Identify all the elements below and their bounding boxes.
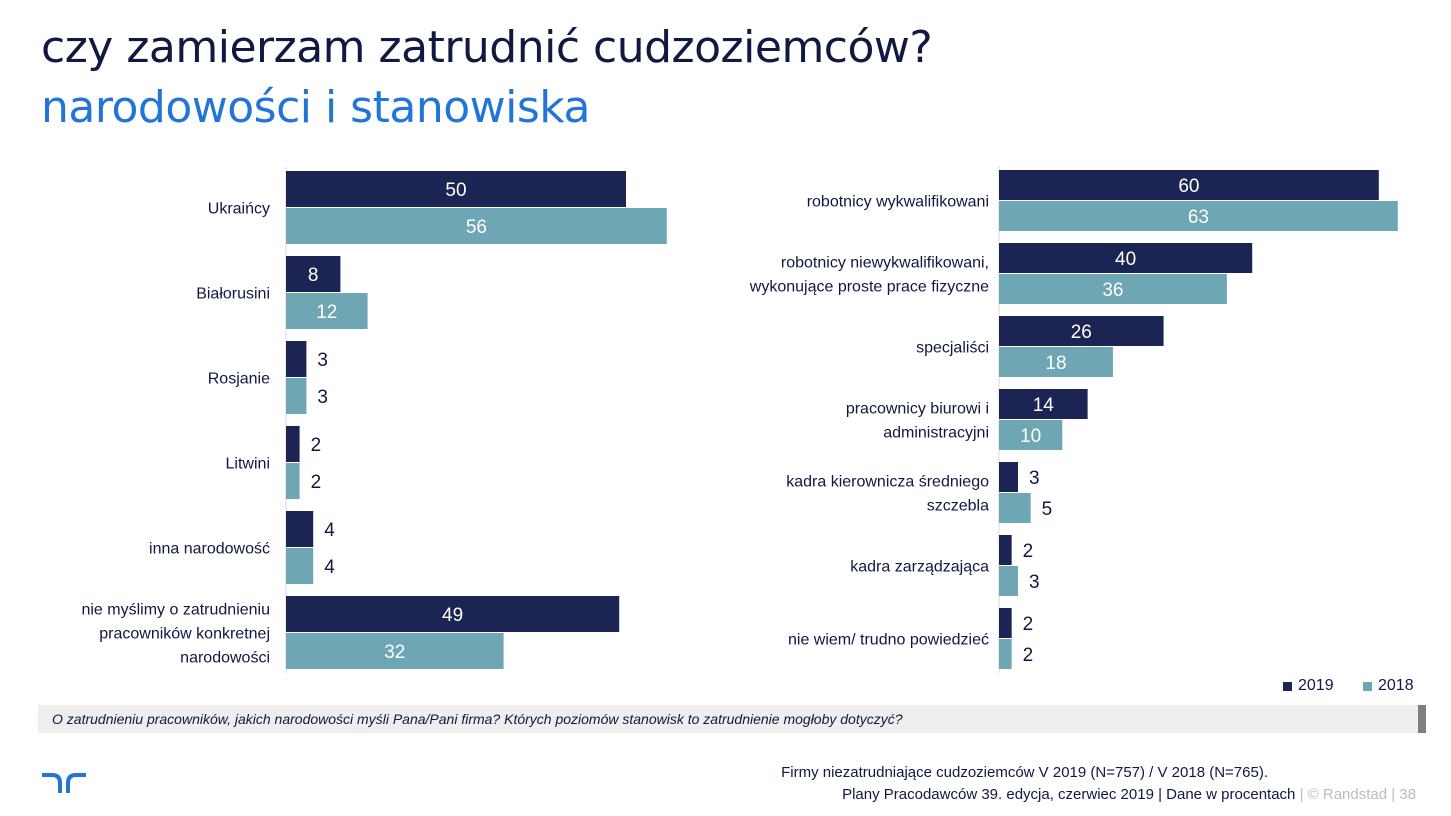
category-label: Białorusini	[196, 286, 270, 303]
footer-source: Plany Pracodawców 39. edycja, czerwiec 2…	[842, 786, 1296, 803]
bar-2018	[999, 347, 1113, 377]
bar-2019	[999, 389, 1088, 419]
category-label: robotnicy wykwalifikowani	[807, 194, 989, 211]
bar-2018	[286, 548, 314, 584]
legend-label-2019: 2019	[1298, 677, 1334, 694]
bar-2019	[286, 171, 626, 207]
bar-2019	[286, 596, 620, 632]
bar-2018	[999, 639, 1012, 669]
question-accent	[1418, 705, 1426, 733]
data-label-2019: 3	[317, 350, 328, 371]
question-bar: O zatrudnieniu pracowników, jakich narod…	[38, 705, 1426, 733]
bar-2018	[286, 463, 300, 499]
data-label-2018: 56	[466, 217, 487, 238]
data-label-2019: 50	[445, 180, 466, 201]
legend-swatch-2019	[1283, 681, 1292, 691]
bar-2019	[999, 462, 1018, 492]
bar-2018	[999, 420, 1063, 450]
data-label-2019: 2	[311, 435, 322, 456]
survey-question: O zatrudnieniu pracowników, jakich narod…	[52, 711, 903, 727]
footer-source-line: Plany Pracodawców 39. edycja, czerwiec 2…	[842, 786, 1416, 803]
data-label-2018: 2	[311, 472, 322, 493]
bar-2019	[286, 426, 300, 462]
data-label-2019: 2	[1023, 541, 1034, 562]
category-label: kadra zarządzająca	[850, 559, 989, 576]
data-label-2018: 63	[1188, 207, 1209, 228]
legend-item-2018: 2018	[1363, 677, 1414, 695]
data-label-2019: 8	[308, 265, 319, 286]
page-subtitle: narodowości i stanowiska	[41, 82, 590, 133]
bar-2019	[999, 243, 1253, 273]
footer-copyright: | © Randstad | 38	[1295, 786, 1416, 803]
bar-2019	[999, 170, 1379, 200]
page-title: czy zamierzam zatrudnić cudzoziemców?	[41, 22, 933, 73]
category-label: Litwini	[226, 456, 270, 473]
category-label: kadra kierownicza średniego szczebla	[786, 474, 989, 515]
data-label-2018: 12	[316, 302, 337, 323]
data-label-2019: 14	[1033, 395, 1055, 416]
data-label-2019: 40	[1115, 249, 1136, 270]
category-label: robotnicy niewykwalifikowani, wykonujące …	[749, 255, 989, 296]
data-label-2018: 2	[1023, 645, 1034, 666]
legend-item-2019: 2019	[1283, 677, 1334, 695]
data-label-2018: 4	[324, 557, 335, 578]
bar-2018	[286, 208, 667, 244]
category-label: Rosjanie	[208, 371, 270, 388]
randstad-logo-icon	[42, 773, 86, 793]
legend-swatch-2018	[1363, 681, 1372, 691]
category-label: nie wiem/ trudno powiedzieć	[788, 632, 989, 649]
data-label-2018: 5	[1042, 499, 1053, 520]
bar-2019	[286, 256, 341, 292]
category-label: pracownicy biurowi i administracyjni	[846, 401, 989, 442]
category-label: inna narodowość	[149, 541, 270, 558]
bar-2018	[999, 201, 1398, 231]
data-label-2018: 3	[317, 387, 328, 408]
data-label-2018: 32	[384, 642, 405, 663]
bar-2019	[286, 341, 307, 377]
bar-2018	[286, 293, 368, 329]
bar-2019	[999, 535, 1012, 565]
data-label-2018: 3	[1029, 572, 1040, 593]
category-label: Ukraińcy	[208, 201, 270, 218]
bar-2019	[999, 316, 1164, 346]
bar-2018	[999, 274, 1227, 304]
footer-base: Firmy niezatrudniające cudzoziemców V 20…	[781, 764, 1268, 781]
data-label-2019: 4	[324, 520, 335, 541]
data-label-2019: 2	[1023, 614, 1034, 635]
legend-label-2018: 2018	[1378, 677, 1414, 694]
bar-2018	[286, 633, 504, 669]
data-label-2019: 49	[442, 605, 463, 626]
bar-2019	[999, 608, 1012, 638]
category-label: nie myślimy o zatrudnieniu pracowników ko…	[81, 602, 270, 667]
data-label-2018: 18	[1045, 353, 1066, 374]
data-label-2019: 60	[1178, 176, 1199, 197]
bar-2018	[286, 378, 307, 414]
category-label: specjaliści	[916, 340, 989, 357]
bar-2018	[999, 493, 1031, 523]
data-label-2019: 3	[1029, 468, 1040, 489]
bar-2018	[999, 566, 1018, 596]
bar-2019	[286, 511, 314, 547]
data-label-2018: 10	[1020, 426, 1041, 447]
data-label-2019: 26	[1071, 322, 1092, 343]
data-label-2018: 36	[1102, 280, 1123, 301]
